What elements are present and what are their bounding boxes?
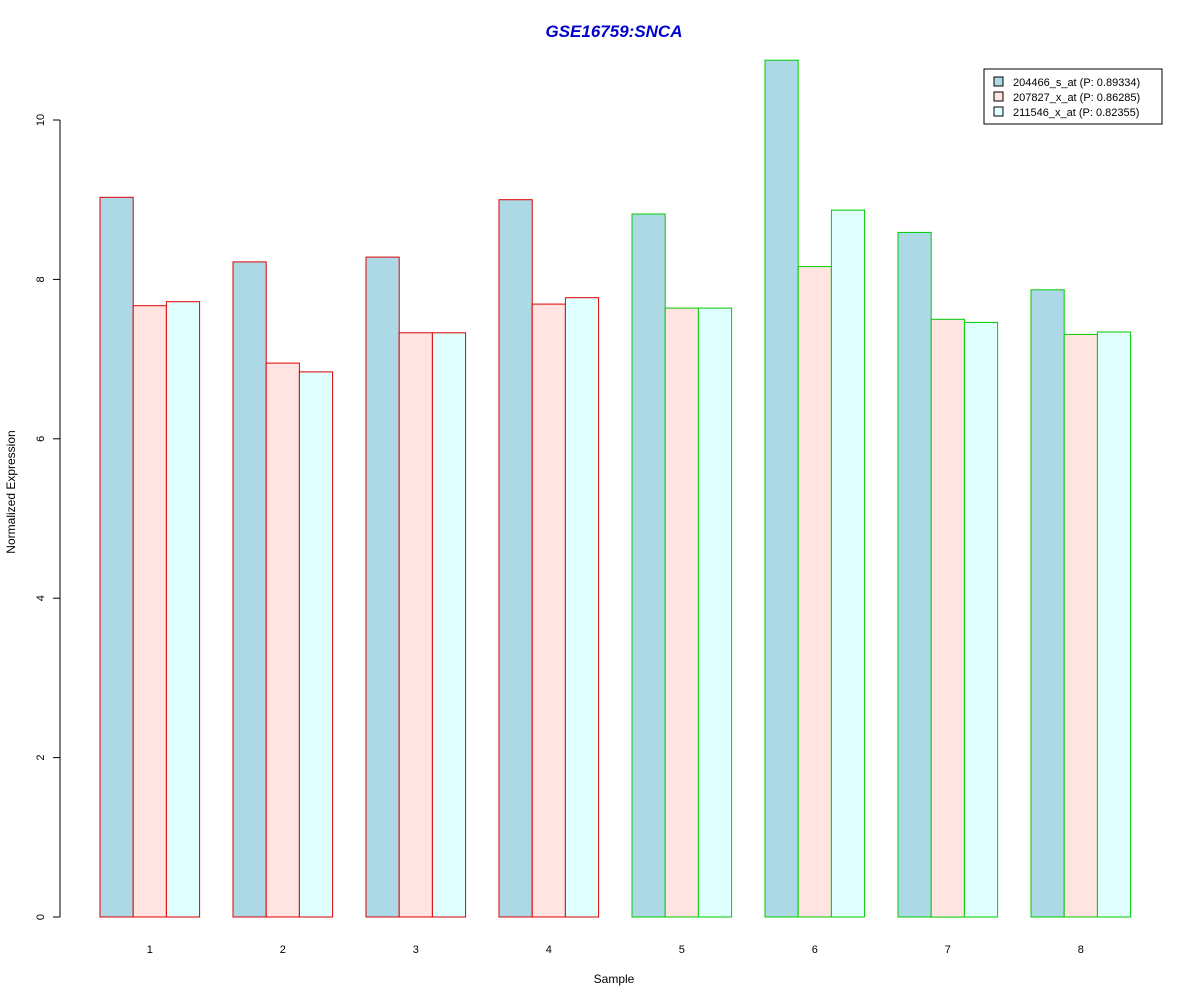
x-tick-label-2: 2 <box>280 944 286 956</box>
y-tick-label-2: 2 <box>35 755 47 761</box>
legend-swatch-1 <box>993 76 1004 87</box>
bar-sample-7-series-3 <box>963 321 999 918</box>
y-tick-label-0: 0 <box>35 914 47 920</box>
legend-box <box>983 68 1163 125</box>
bar-sample-5-series-1 <box>631 213 666 918</box>
bar-sample-3-series-3 <box>431 332 467 918</box>
y-axis-label: Normalized Expression <box>4 430 18 553</box>
x-tick-label-4: 4 <box>546 944 552 956</box>
bar-sample-8-series-3 <box>1096 331 1132 918</box>
bar-sample-4-series-3 <box>564 297 600 918</box>
x-tick-label-7: 7 <box>945 944 951 956</box>
y-tick-label-8: 8 <box>35 276 47 282</box>
y-tick-label-6: 6 <box>35 436 47 442</box>
bar-sample-6-series-2 <box>797 266 832 918</box>
bar-sample-8-series-1 <box>1030 289 1065 918</box>
bar-sample-2-series-3 <box>298 371 334 918</box>
bar-sample-7-series-1 <box>897 231 932 918</box>
x-axis-label: Sample <box>594 972 635 986</box>
bar-sample-6-series-1 <box>764 59 799 918</box>
legend-swatch-2 <box>993 91 1004 102</box>
legend-swatch-3 <box>993 106 1004 117</box>
bar-sample-3-series-1 <box>365 256 400 918</box>
legend: 204466_s_at (P: 0.89334) 207827_x_at (P: … <box>983 68 1163 125</box>
bar-sample-4-series-2 <box>531 303 566 918</box>
x-tick-label-1: 1 <box>147 944 153 956</box>
legend-label-3: 211546_x_at (P: 0.82355) <box>1013 107 1139 119</box>
y-tick-label-4: 4 <box>35 595 47 601</box>
bar-sample-1-series-1 <box>99 196 134 918</box>
x-tick-label-8: 8 <box>1078 944 1084 956</box>
bar-sample-2-series-2 <box>265 362 300 918</box>
bar-sample-1-series-3 <box>165 301 201 918</box>
chart-title: GSE16759:SNCA <box>545 22 682 41</box>
bar-sample-1-series-2 <box>132 305 167 918</box>
bar-sample-5-series-3 <box>697 307 733 918</box>
x-tick-label-6: 6 <box>812 944 818 956</box>
legend-label-2: 207827_x_at (P: 0.86285) <box>1013 92 1140 104</box>
bar-sample-4-series-1 <box>498 199 533 918</box>
bars-group <box>99 59 1132 918</box>
bar-sample-8-series-2 <box>1063 333 1098 918</box>
bar-sample-2-series-1 <box>232 261 267 918</box>
bar-sample-6-series-3 <box>830 209 866 918</box>
bar-sample-3-series-2 <box>398 332 433 918</box>
x-tick-label-3: 3 <box>413 944 419 956</box>
x-tick-label-5: 5 <box>679 944 685 956</box>
x-axis-tick-labels: 1 2 3 4 5 6 7 8 <box>147 944 1084 956</box>
bar-sample-7-series-2 <box>930 318 965 918</box>
bar-sample-5-series-2 <box>664 307 699 918</box>
y-axis: 0 2 4 6 8 10 <box>35 114 61 920</box>
legend-label-1: 204466_s_at (P: 0.89334) <box>1013 77 1140 89</box>
y-tick-label-10: 10 <box>35 114 47 126</box>
